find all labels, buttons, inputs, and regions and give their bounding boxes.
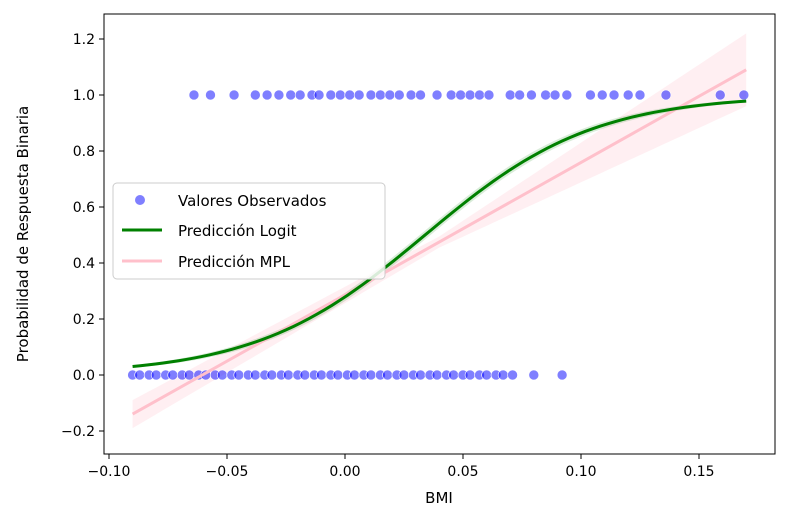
data-point [481,369,492,381]
y-axis-label: Probabilidad de Respuesta Binaria [14,106,32,362]
y-tick-label: 0.8 [73,144,95,160]
data-point [393,89,405,101]
y-tick-label: 1.0 [73,88,95,104]
data-point [299,369,311,381]
x-axis-label: BMI [425,489,453,507]
data-point [504,89,516,101]
data-point [266,369,278,381]
legend: Valores Observados Predicción Logit Pred… [112,182,386,280]
data-point [660,89,672,101]
data-point [398,369,410,381]
data-point [528,369,540,381]
y-tick-label: 0.0 [73,368,95,384]
data-point [375,89,386,101]
x-tick-label: −0.05 [206,464,249,480]
y-tick-label: −0.2 [61,424,95,440]
legend-label-mpl: Predicción MPL [178,253,291,271]
data-point [431,89,443,101]
legend-marker-observed [135,195,145,205]
data-point [233,369,245,381]
y-tick-label: 0.2 [73,312,95,328]
data-point [384,89,396,101]
data-point [134,369,145,381]
data-point [738,89,750,101]
data-point [325,89,337,101]
data-point [464,369,476,381]
data-point [455,89,466,101]
data-point [431,369,443,381]
data-point [549,89,561,101]
data-point [714,89,726,101]
data-point [283,369,294,381]
data-point [365,89,377,101]
data-point [313,89,325,101]
data-point [540,89,551,101]
data-point [334,89,346,101]
data-point [561,89,573,101]
data-point [205,89,216,101]
data-point [344,89,356,101]
data-point [448,369,459,381]
data-point [261,89,273,101]
data-point [250,89,261,101]
data-point [228,89,240,101]
data-point [167,369,179,381]
data-point [526,89,537,101]
x-tick-label: 0.05 [447,464,478,480]
data-point [622,89,634,101]
data-point [507,369,518,381]
data-point [445,89,457,101]
data-point [514,89,525,101]
data-point [316,369,327,381]
data-point [365,369,377,381]
logit-curve [132,99,747,369]
data-point [332,369,344,381]
data-point [464,89,476,101]
data-point [474,89,485,101]
data-point [415,369,426,381]
data-point [608,89,620,101]
legend-label-observed: Valores Observados [178,192,327,210]
mpl-line [131,68,747,416]
y-tick-label: 0.6 [73,200,95,216]
data-point [150,369,162,381]
data-point [353,89,365,101]
data-point [556,369,568,381]
data-point [634,89,646,101]
data-point [250,369,261,381]
data-point [382,369,393,381]
data-point [188,89,200,101]
data-point [349,369,360,381]
x-tick-label: 0.00 [329,464,360,480]
data-point [273,89,285,101]
data-point [405,89,417,101]
y-tick-label: 1.2 [73,32,95,48]
data-point [415,89,426,101]
data-point [497,369,509,381]
data-point [216,369,228,381]
data-point [596,89,608,101]
x-tick-label: −0.10 [88,464,131,480]
x-tick-label: 0.10 [565,464,596,480]
legend-label-logit: Predicción Logit [178,222,297,240]
data-point [483,89,495,101]
x-tick-label: 0.15 [683,464,714,480]
data-point [294,89,306,101]
y-tick-label: 0.4 [73,256,95,272]
data-point [183,369,195,381]
data-point [585,89,596,101]
data-point [285,89,297,101]
plot-frame [103,13,776,455]
